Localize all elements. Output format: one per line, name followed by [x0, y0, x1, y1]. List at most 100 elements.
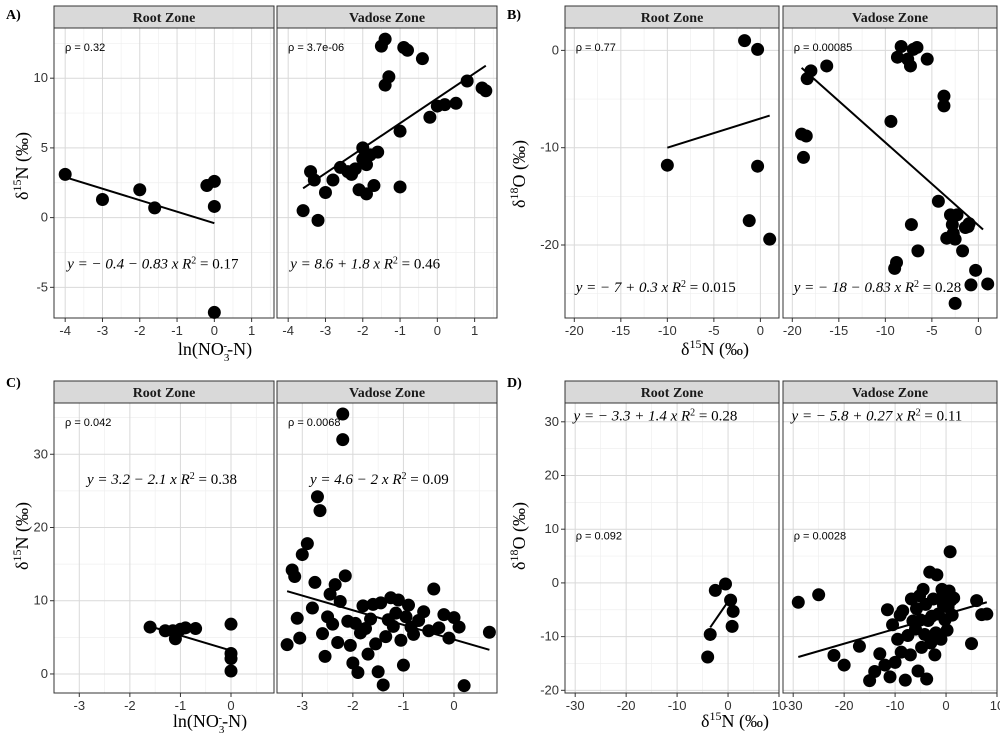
panel-d-root-zone-plot-area — [565, 403, 779, 693]
data-point — [348, 616, 362, 630]
y-tick-label: 20 — [545, 468, 559, 483]
y-tick-label: 10 — [34, 593, 48, 608]
data-point — [359, 622, 373, 636]
data-point — [432, 621, 446, 635]
panel-c-vadose-zone-plot-area — [277, 403, 497, 693]
data-point — [224, 652, 238, 666]
data-point — [452, 620, 466, 634]
x-tick-label: -10 — [886, 698, 905, 713]
panel-b-root-zone-equation: y = − 7 + 0.3 x R2 = 0.015 — [574, 278, 736, 296]
data-point — [95, 192, 109, 206]
y-tick-label: 10 — [34, 70, 48, 85]
panel-b-root-zone-panel-border — [564, 27, 780, 319]
x-tick-label: 1 — [471, 323, 478, 338]
panel-b-root-zone-strip-label: Root Zone — [641, 11, 704, 26]
x-tick-label: -3 — [297, 698, 309, 713]
y-tick-label: 30 — [34, 446, 48, 461]
panel-a-root-zone-regression-line — [64, 176, 215, 225]
data-point — [937, 99, 951, 113]
data-point — [719, 577, 732, 591]
data-point — [948, 232, 962, 246]
x-tick-label: 0 — [227, 698, 234, 713]
x-tick-label: -3 — [74, 698, 86, 713]
panel-d-root-zone-equation: y = − 3.3 + 1.4 x R2 = 0.28 — [572, 407, 738, 425]
data-point — [940, 623, 954, 637]
data-point — [948, 296, 962, 310]
panel-c-y-axis-title: δ15N (‰) — [10, 502, 33, 570]
data-point — [371, 665, 385, 679]
panel-a-letter: A) — [6, 8, 21, 23]
data-point — [969, 263, 983, 277]
x-tick-label: -5 — [708, 323, 720, 338]
y-tick-label: 0 — [552, 42, 559, 57]
data-point — [928, 648, 942, 662]
data-point — [399, 610, 413, 624]
data-point — [394, 633, 408, 647]
y-tick-label: -20 — [540, 682, 559, 697]
data-point — [331, 635, 345, 649]
data-point — [189, 622, 203, 636]
data-point — [852, 639, 866, 653]
data-point — [295, 548, 309, 562]
data-point — [738, 34, 752, 48]
data-point — [361, 647, 375, 661]
x-tick-label: -1 — [394, 323, 406, 338]
panel-d-root-zone-strip-label: Root Zone — [641, 386, 704, 401]
panel-c-vadose-zone-p-value: ρ = 0.0068 — [288, 417, 340, 429]
data-point — [224, 664, 238, 678]
panel-c-root-zone-equation: y = 3.2 − 2.1 x R2 = 0.38 — [85, 471, 237, 489]
data-point — [207, 174, 221, 188]
panel-d-vadose-zone-p-value: ρ = 0.0028 — [794, 530, 846, 542]
data-point — [898, 673, 912, 687]
y-tick-label: -10 — [540, 140, 559, 155]
data-point — [407, 627, 421, 641]
data-point — [873, 647, 887, 661]
y-tick-label: -10 — [540, 629, 559, 644]
panel-a-vadose-zone-regression-line — [302, 64, 487, 190]
data-point — [763, 232, 777, 246]
data-point — [708, 583, 722, 597]
panel-c-root-zone-regression-line — [149, 625, 232, 652]
data-point — [423, 110, 437, 124]
x-tick-label: 0 — [434, 323, 441, 338]
data-point — [964, 278, 978, 292]
data-point — [947, 591, 961, 605]
x-tick-label: -15 — [829, 323, 848, 338]
panel-c-letter: C) — [6, 376, 21, 391]
x-tick-label: -20 — [835, 698, 854, 713]
data-point — [133, 183, 147, 197]
panel-a-y-axis-title: δ15N (‰) — [10, 132, 33, 200]
x-tick-label: -10 — [668, 698, 687, 713]
data-point — [956, 244, 970, 258]
data-point — [326, 173, 340, 187]
panel-d-root-zone-panel-border — [564, 402, 780, 694]
y-tick-label: -5 — [36, 279, 48, 294]
data-point — [417, 605, 431, 619]
data-point — [981, 277, 995, 291]
panel-b-vadose-zone-strip-label: Vadose Zone — [852, 11, 928, 26]
panel-d-vadose-zone-equation: y = − 5.8 + 0.27 x R2 = 0.11 — [790, 407, 963, 425]
data-point — [280, 638, 294, 652]
data-point — [820, 59, 834, 73]
x-tick-label: 0 — [757, 323, 764, 338]
data-point — [943, 545, 957, 559]
panel-d-vadose-zone-panel-border — [782, 402, 998, 694]
panel-b-root-zone-plot-area — [565, 28, 779, 318]
panel-a-root-zone-equation: y = − 0.4 − 0.83 x R2 = 0.17 — [65, 255, 239, 273]
data-point — [880, 603, 894, 617]
data-point — [742, 214, 756, 228]
data-point — [396, 658, 410, 672]
y-tick-label: 0 — [552, 575, 559, 590]
panel-b-letter: B) — [507, 8, 521, 23]
data-point — [837, 658, 851, 672]
data-point — [326, 617, 340, 631]
data-point — [827, 648, 841, 662]
y-tick-label: 0 — [41, 666, 48, 681]
data-point — [726, 604, 740, 618]
data-point — [415, 52, 429, 66]
panel-a-vadose-zone-strip-label: Vadose Zone — [349, 11, 425, 26]
panel-c-vadose-zone-regression-line — [286, 590, 490, 651]
panel-a-root-zone-p-value: ρ = 0.32 — [65, 42, 105, 54]
data-point — [359, 158, 373, 172]
